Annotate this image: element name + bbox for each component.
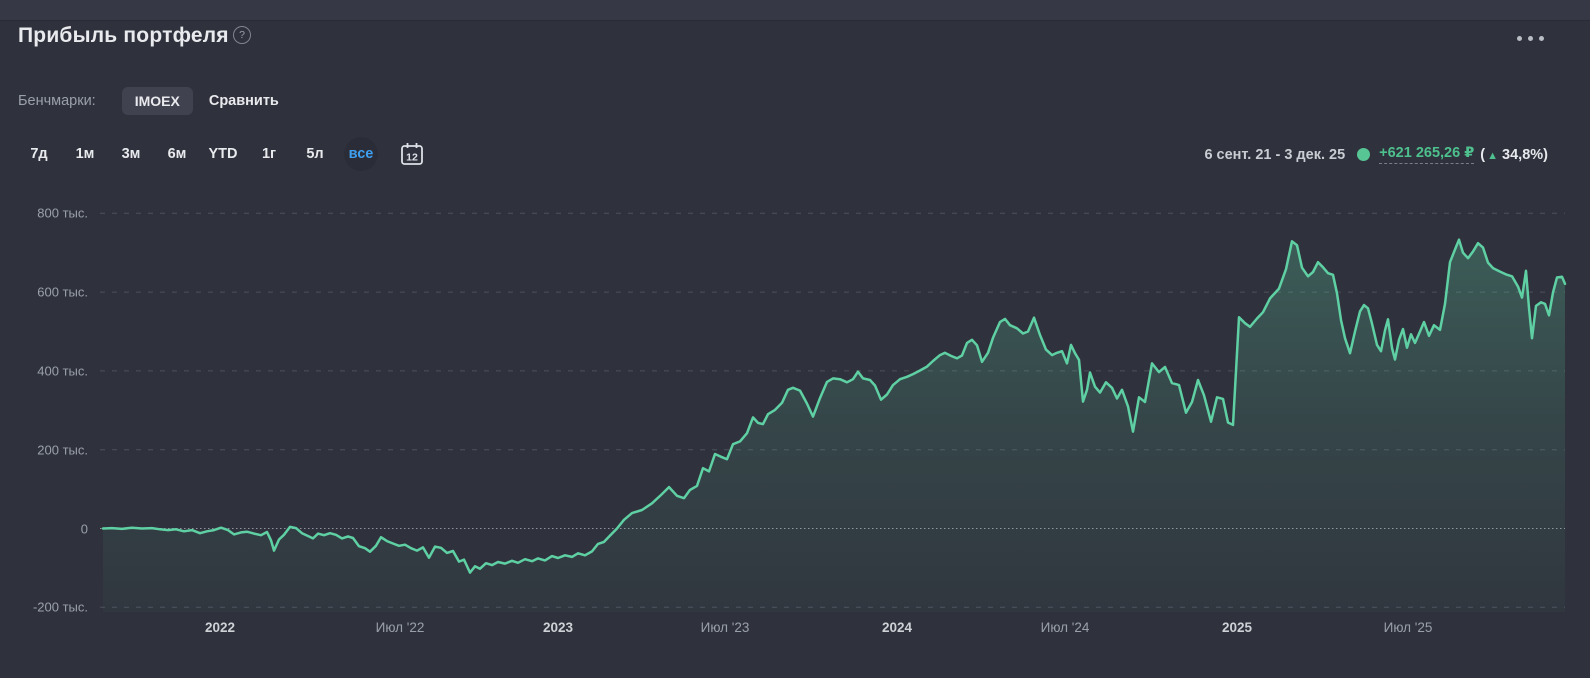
range-button-1м[interactable]: 1м — [75, 146, 95, 162]
x-axis-label: 2022 — [204, 620, 236, 635]
y-axis-label: -200 тыс. — [32, 599, 88, 615]
range-button-все[interactable]: все — [344, 137, 378, 171]
benchmarks-row: Бенчмарки: IMOEX Сравнить — [18, 87, 281, 115]
page-title: Прибыль портфеля — [18, 24, 229, 47]
profit-amount[interactable]: +621 265,26 ₽ — [1379, 145, 1475, 164]
x-axis-label: 2023 — [542, 620, 574, 635]
profit-percent: (▲ 34,8%) — [1480, 146, 1548, 163]
y-axis-label: 400 тыс. — [37, 363, 88, 379]
x-axis-label: Июл '24 — [1040, 620, 1090, 635]
calendar-day-label: 12 — [406, 152, 418, 164]
profit-line — [101, 238, 1567, 574]
range-button-1г[interactable]: 1г — [261, 146, 277, 162]
y-axis-label: 200 тыс. — [37, 442, 88, 458]
calendar-button[interactable]: 12 — [398, 140, 426, 168]
compare-button[interactable]: Сравнить — [207, 87, 281, 115]
x-axis-label: Июл '22 — [375, 620, 425, 635]
top-strip — [0, 0, 1590, 21]
range-button-5л[interactable]: 5л — [306, 146, 324, 162]
profit-area-fill — [103, 239, 1565, 612]
calendar-icon: 12 — [401, 143, 423, 165]
range-button-3м[interactable]: 3м — [121, 146, 141, 162]
dot-icon — [1517, 36, 1522, 41]
y-axis-label: 600 тыс. — [37, 284, 88, 300]
range-button-7д[interactable]: 7д — [30, 146, 48, 162]
y-axis-label: 800 тыс. — [37, 205, 88, 221]
x-axis-label: 2024 — [881, 620, 913, 635]
series-dot-icon — [1357, 148, 1371, 161]
range-selector: 7д 1м 3м 6м YTD 1г 5л все 12 — [16, 137, 426, 171]
y-axis-label: 0 — [80, 521, 88, 536]
arrow-up-icon: ▲ — [1487, 149, 1499, 162]
dot-icon — [1539, 36, 1544, 41]
x-axis-label: Июл '23 — [700, 620, 750, 635]
benchmark-imoex-button[interactable]: IMOEX — [121, 87, 193, 115]
range-button-6м[interactable]: 6м — [167, 146, 187, 162]
help-icon[interactable]: ? — [233, 26, 251, 44]
more-menu-button[interactable] — [1513, 32, 1548, 45]
x-axis-label: Июл '25 — [1383, 620, 1433, 635]
x-axis-label: 2025 — [1221, 620, 1253, 635]
benchmarks-label: Бенчмарки: — [18, 93, 96, 109]
range-button-YTD[interactable]: YTD — [208, 146, 238, 162]
dot-icon — [1528, 36, 1533, 41]
period-summary: 6 сент. 21 - 3 дек. 25 +621 265,26 ₽ (▲ 3… — [1204, 145, 1548, 164]
period-label: 6 сент. 21 - 3 дек. 25 — [1204, 146, 1346, 163]
